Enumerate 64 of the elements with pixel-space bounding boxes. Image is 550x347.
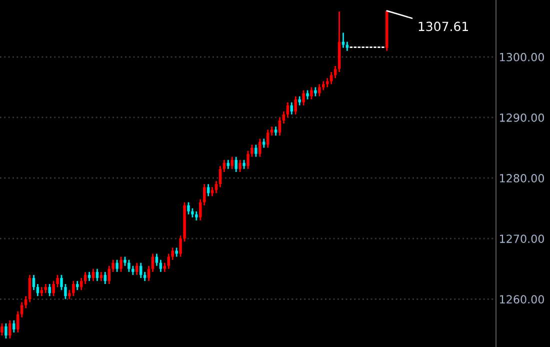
candlestick bbox=[48, 283, 51, 297]
candlestick bbox=[128, 259, 130, 273]
candlestick bbox=[246, 150, 250, 170]
y-tick-label: 1290.00 bbox=[500, 113, 544, 122]
candlestick bbox=[195, 210, 198, 222]
candlestick bbox=[120, 256, 122, 273]
candlestick bbox=[20, 301, 24, 318]
candlestick bbox=[214, 180, 218, 194]
candlestick bbox=[302, 90, 305, 106]
candlestick bbox=[124, 256, 126, 267]
candlestick bbox=[262, 138, 266, 148]
candlestick bbox=[84, 271, 87, 285]
candlestick bbox=[318, 83, 321, 97]
candlestick bbox=[64, 283, 67, 300]
y-tick-label: 1270.00 bbox=[500, 234, 544, 243]
candlestick bbox=[92, 268, 95, 282]
candlestick bbox=[60, 274, 63, 291]
candlestick bbox=[298, 96, 301, 106]
candlestick bbox=[155, 253, 158, 267]
candlestick bbox=[258, 138, 262, 158]
candlestick bbox=[4, 322, 8, 340]
candlestick bbox=[230, 156, 234, 170]
candlestick bbox=[294, 96, 298, 116]
y-tick-label: 1300.00 bbox=[500, 52, 544, 62]
candlestick bbox=[44, 283, 48, 294]
candlestick bbox=[108, 265, 111, 285]
candlestick bbox=[238, 159, 242, 173]
candlestick bbox=[310, 86, 313, 100]
candlestick bbox=[104, 271, 107, 285]
candlestick bbox=[290, 102, 294, 116]
candlestick bbox=[132, 265, 134, 276]
candlestick bbox=[72, 280, 75, 297]
candlestick bbox=[314, 86, 317, 97]
y-tick-label: 1260.00 bbox=[500, 295, 544, 304]
candlestick bbox=[8, 320, 12, 340]
candlestick bbox=[206, 183, 210, 197]
candlestick bbox=[242, 159, 246, 170]
candlestick bbox=[159, 259, 162, 273]
y-tick-label: 1280.00 bbox=[500, 174, 544, 182]
candlestick bbox=[191, 208, 194, 218]
candlestick bbox=[254, 144, 258, 158]
candlestick bbox=[36, 283, 40, 297]
candlestick bbox=[12, 320, 16, 334]
candlestick bbox=[334, 65, 337, 79]
candlestick bbox=[52, 280, 55, 297]
candlestick bbox=[282, 110, 286, 124]
candlestick bbox=[136, 262, 138, 276]
candlestick bbox=[187, 202, 190, 216]
candlestick bbox=[222, 159, 226, 173]
candlestick bbox=[24, 295, 28, 309]
candlestick bbox=[76, 280, 79, 291]
candlestick bbox=[179, 234, 182, 258]
candlestick bbox=[80, 277, 83, 291]
candlestick bbox=[306, 90, 309, 100]
candlestick bbox=[0, 322, 4, 336]
candlestick bbox=[234, 156, 238, 173]
candlestick bbox=[139, 262, 142, 279]
candlestick bbox=[322, 80, 325, 91]
candlestick bbox=[250, 144, 254, 158]
candlestick bbox=[116, 259, 118, 273]
candlestick bbox=[330, 71, 333, 85]
candlestick bbox=[96, 268, 99, 282]
annotation: 1307.61 bbox=[418, 22, 468, 32]
candlestick bbox=[175, 246, 178, 258]
